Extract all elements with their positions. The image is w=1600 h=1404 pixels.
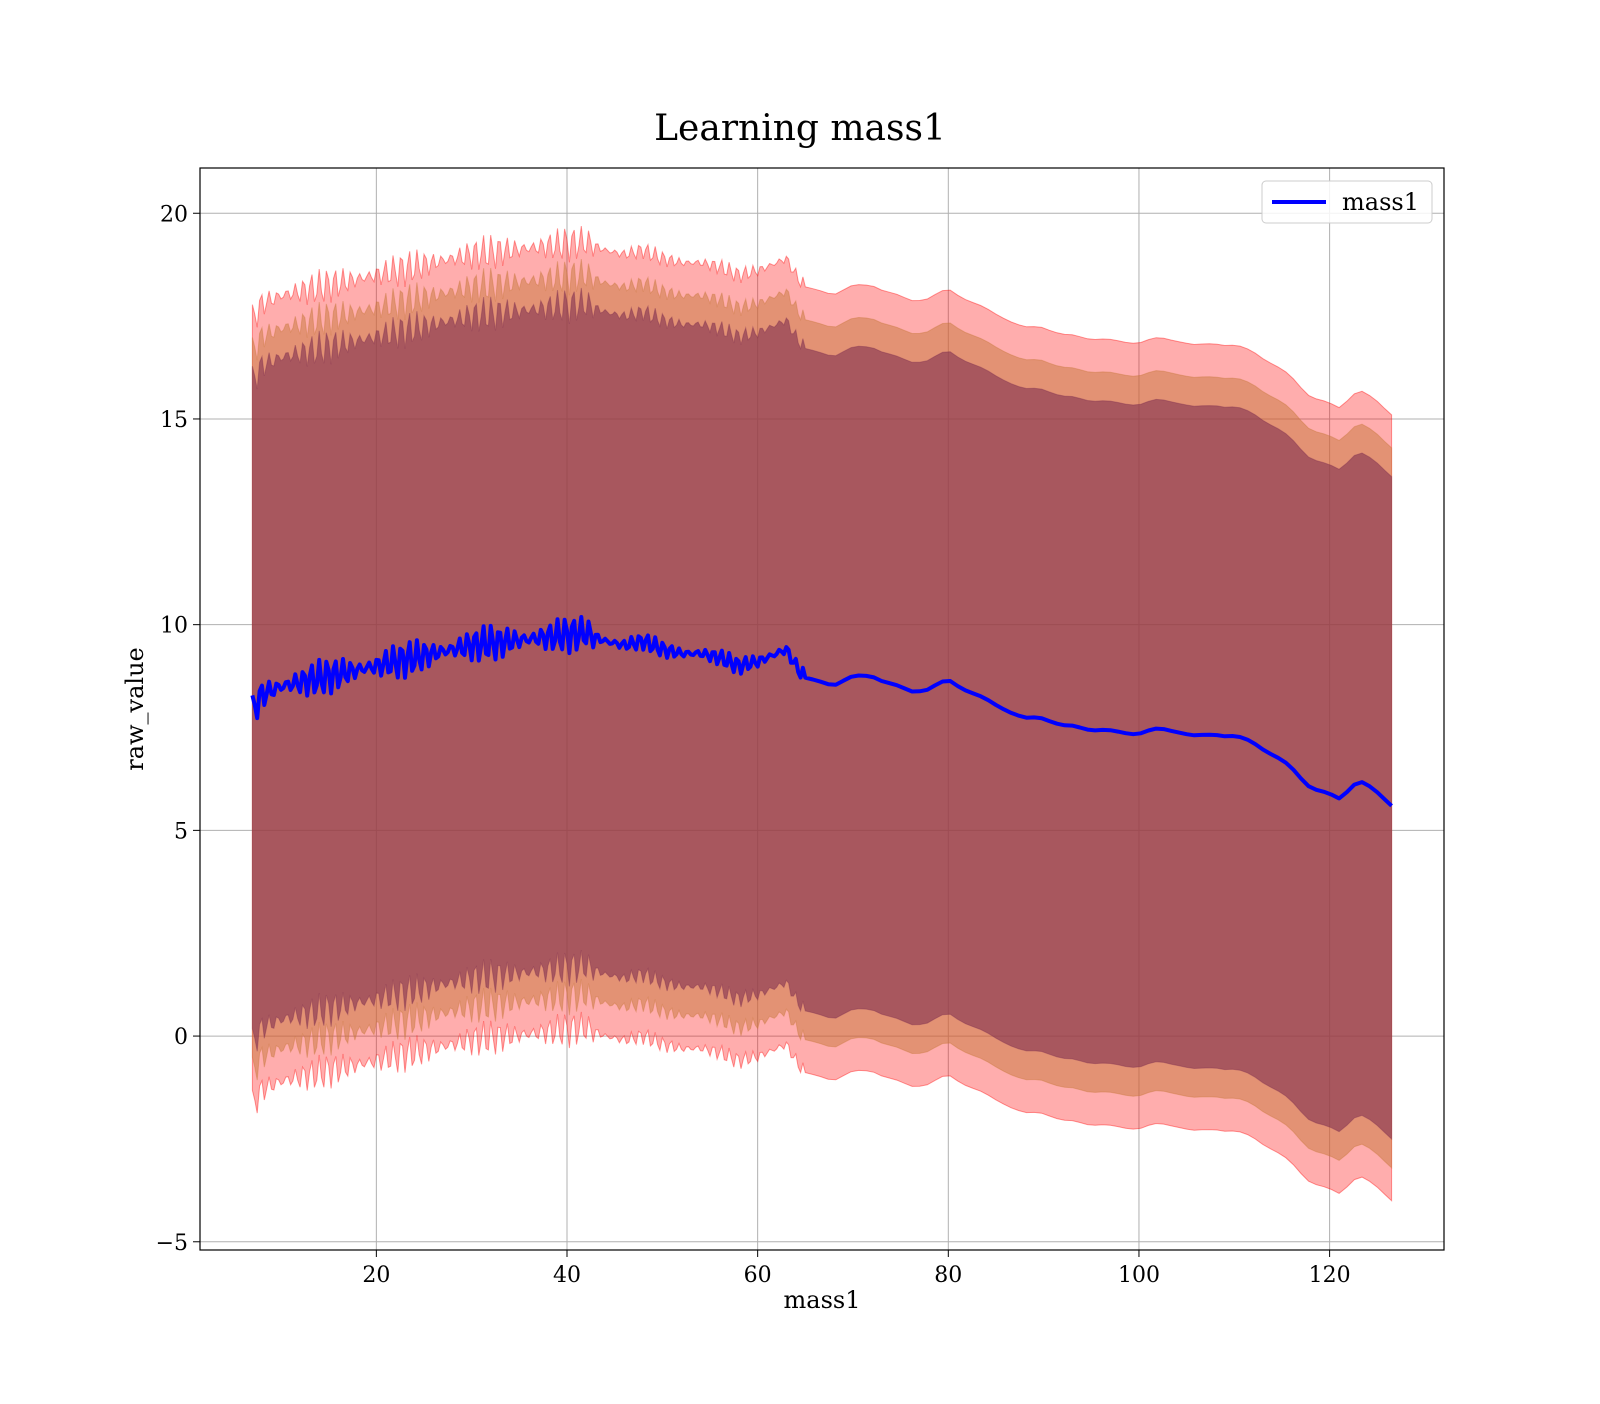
x-tick-label: 80 [934,1263,962,1288]
y-tick-label: −5 [156,1231,188,1256]
y-axis-label: raw_value [121,647,149,771]
x-axis-ticks: 20 40 60 80 100 120 [362,1250,1351,1288]
y-tick-label: 10 [160,614,188,639]
x-tick-label: 20 [362,1263,390,1288]
x-axis-label: mass1 [784,1286,861,1314]
y-tick-label: 5 [174,819,188,844]
series-lines [250,615,1393,808]
legend: mass1 [1261,180,1433,224]
y-tick-label: 15 [160,408,188,433]
x-tick-label: 60 [744,1263,772,1288]
y-tick-label: 0 [174,1025,188,1050]
confidence-band [251,287,1393,1141]
plot-frame [199,167,1445,1251]
legend-label: mass1 [1342,188,1419,216]
series-line-mass1 [250,615,1393,808]
confidence-bands [251,226,1393,1202]
x-tick-label: 100 [1118,1263,1160,1288]
x-tick-label: 120 [1309,1263,1351,1288]
x-tick-label: 40 [553,1263,581,1288]
chart-title: Learning mass1 [654,108,946,149]
y-axis-ticks: −5 0 5 10 15 20 [156,202,200,1256]
legend-box [1261,180,1433,224]
y-tick-label: 20 [160,202,188,227]
